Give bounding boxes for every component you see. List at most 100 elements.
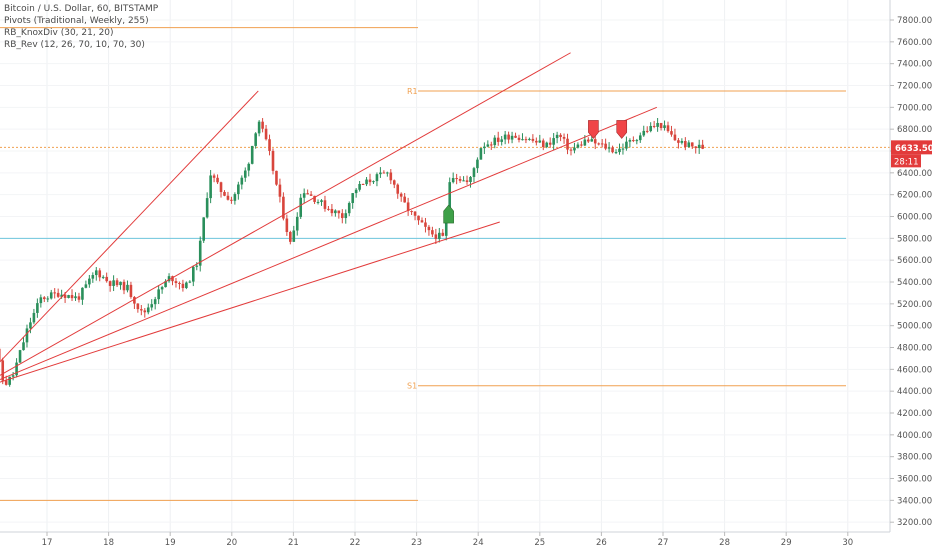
candle-body — [694, 146, 698, 149]
grid — [0, 0, 890, 532]
candle-body — [261, 121, 264, 129]
candle-body — [32, 312, 36, 323]
candle-body — [122, 281, 126, 291]
candle-body — [690, 142, 694, 147]
time-tick-label: 21 — [288, 538, 299, 548]
candle-body — [299, 197, 303, 217]
time-axis-panel — [0, 532, 932, 550]
candle-body — [503, 134, 507, 140]
candle-body — [302, 193, 306, 198]
candle-body — [618, 148, 621, 153]
candle-body — [386, 172, 389, 174]
candle-body — [340, 213, 344, 219]
candle-body — [677, 140, 680, 143]
candle-body — [63, 294, 67, 298]
candle-body — [146, 307, 150, 313]
candle-body — [289, 231, 292, 242]
price-tick-label: 4400.00 — [897, 387, 932, 397]
legend: Bitcoin / U.S. Dollar, 60, BITSTAMP Pivo… — [4, 3, 158, 51]
candle-body — [438, 232, 441, 239]
candle-body — [18, 350, 22, 363]
trendline — [0, 90, 259, 363]
price-tick-label: 3200.00 — [897, 518, 932, 528]
price-tick-label: 5800.00 — [897, 234, 932, 244]
candle-body — [424, 222, 427, 227]
candle-body — [219, 182, 223, 192]
candle-body — [548, 142, 552, 145]
candle-body — [521, 139, 524, 141]
candle-body — [230, 199, 233, 201]
candle-body — [174, 281, 178, 283]
candle-body — [11, 375, 15, 377]
last-price-badge — [891, 140, 932, 155]
legend-knoxdiv[interactable]: RB_KnoxDiv (30, 21, 20) — [4, 28, 114, 38]
price-tick-label: 6200.00 — [897, 191, 932, 201]
candle-body — [396, 184, 400, 194]
candle-body — [223, 191, 226, 196]
candle-body — [531, 138, 535, 141]
candle-body — [250, 145, 254, 164]
candle-body — [510, 135, 514, 140]
candle-body — [295, 216, 299, 231]
candle-body — [337, 210, 341, 214]
candle-body — [427, 226, 431, 231]
trendline — [0, 106, 658, 381]
legend-pivots[interactable]: Pivots (Traditional, Weekly, 255) — [4, 16, 149, 26]
candle-body — [535, 140, 538, 143]
candle-body — [628, 140, 632, 142]
price-tick-label: 7800.00 — [897, 16, 932, 26]
candle-body — [98, 270, 102, 278]
candle-body — [316, 201, 320, 203]
candle-body — [292, 230, 296, 242]
price-tick-label: 7400.00 — [897, 60, 932, 70]
legend-symbol[interactable]: Bitcoin / U.S. Dollar, 60, BITSTAMP — [4, 4, 159, 14]
candle-body — [209, 175, 212, 199]
trendline — [0, 52, 571, 376]
candle-body — [1, 360, 5, 381]
candle-body — [247, 163, 251, 171]
candle-body — [538, 140, 542, 143]
candle-body — [358, 183, 361, 190]
legend-rev[interactable]: RB_Rev (12, 26, 70, 10, 70, 30) — [4, 40, 145, 50]
candle-body — [587, 139, 590, 142]
candle-body — [313, 195, 316, 202]
candle-body — [406, 202, 410, 212]
candle-body — [15, 362, 18, 376]
candle-body — [309, 194, 313, 196]
candle-body — [562, 136, 566, 139]
candle-body — [88, 278, 91, 285]
candle-body — [271, 150, 275, 171]
candle-body — [129, 284, 133, 297]
candle-body — [632, 140, 635, 142]
candle-body — [282, 196, 285, 219]
candle-body — [420, 220, 424, 223]
time-tick-label: 28 — [719, 538, 730, 548]
candle-body — [140, 309, 143, 311]
candle-body — [545, 142, 549, 148]
candle-body — [489, 144, 493, 146]
price-tick-label: 4200.00 — [897, 409, 932, 419]
price-tick-label: 6000.00 — [897, 213, 932, 223]
candle-body — [136, 303, 140, 310]
candle-body — [334, 210, 337, 214]
candle-body — [441, 232, 445, 236]
candle-body — [697, 144, 701, 149]
signal-down-arrow — [588, 120, 599, 139]
candle-body — [365, 179, 368, 185]
price-tick-label: 5400.00 — [897, 278, 932, 288]
price-tick-label: 3600.00 — [897, 475, 932, 485]
candle-body — [569, 149, 573, 151]
candle-body — [500, 139, 503, 142]
candle-body — [81, 287, 84, 300]
candle-body — [483, 146, 486, 149]
candle-body — [0, 348, 1, 361]
candle-body — [600, 143, 604, 145]
candle-body — [379, 172, 382, 175]
countdown-badge — [891, 154, 921, 168]
candle-body — [285, 218, 289, 232]
candle-body — [666, 125, 670, 132]
candle-body — [70, 295, 74, 299]
candle-body — [216, 177, 219, 183]
